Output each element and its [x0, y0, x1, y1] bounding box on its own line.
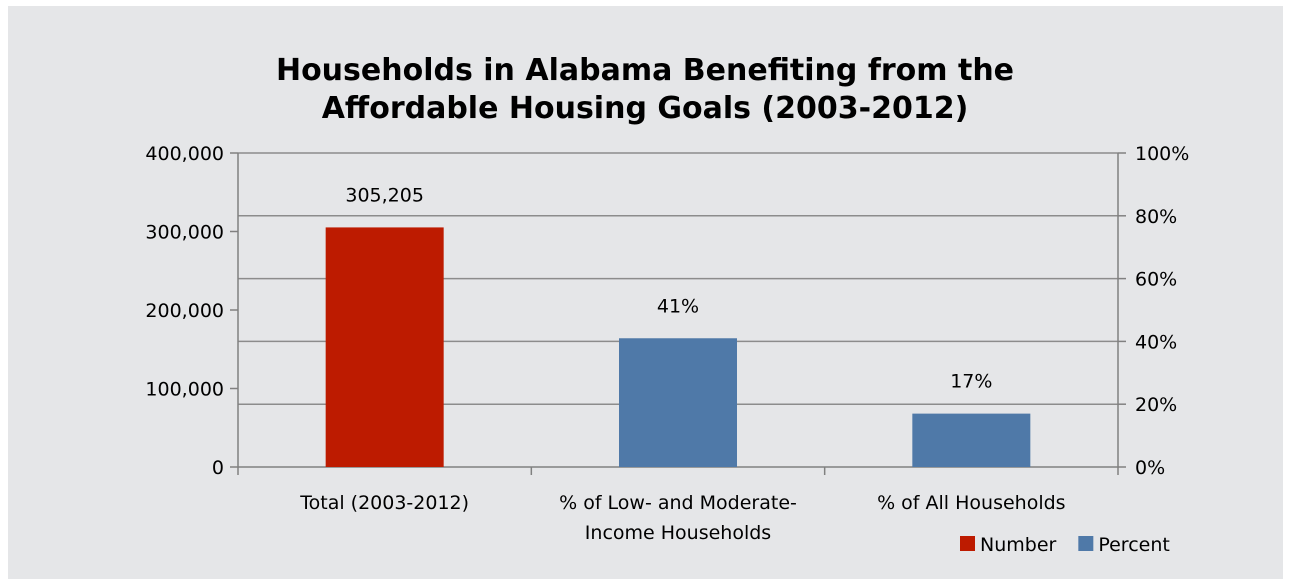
legend-swatch-percent [1078, 536, 1094, 551]
left-axis-tick-label: 0 [212, 457, 224, 479]
right-axis-tick-label: 80% [1135, 206, 1177, 228]
right-axis-tick-label: 40% [1135, 331, 1177, 353]
x-axis-category-label: Income Households [585, 522, 771, 544]
chart-title-line: Households in Alabama Benefiting from th… [276, 53, 1014, 88]
legend-label-number: Number [980, 534, 1057, 556]
left-axis-tick-label: 100,000 [145, 379, 224, 401]
right-axis-tick-label: 20% [1135, 394, 1177, 416]
bar-data-label: 305,205 [345, 184, 424, 206]
bar-data-label: 17% [950, 371, 992, 393]
legend-swatch-number [960, 536, 975, 551]
x-axis-category-label: % of All Households [877, 492, 1066, 514]
bar-number [325, 227, 444, 467]
left-axis-tick-label: 300,000 [145, 222, 224, 244]
left-axis-tick-label: 400,000 [145, 143, 224, 165]
right-axis-tick-label: 60% [1135, 269, 1177, 291]
chart-frame: Households in Alabama Benefiting from th… [8, 6, 1283, 579]
bar-data-label: 41% [657, 295, 699, 317]
bar-percent [912, 413, 1031, 467]
bar-percent [619, 338, 737, 467]
right-axis-tick-label: 0% [1135, 457, 1165, 479]
x-axis-category-label: Total (2003-2012) [299, 492, 469, 514]
left-axis-tick-label: 200,000 [145, 300, 224, 322]
legend-label-percent: Percent [1098, 534, 1170, 556]
chart-title-line: Affordable Housing Goals (2003-2012) [322, 91, 969, 126]
x-axis-category-label: % of Low- and Moderate- [559, 492, 797, 514]
bar-chart: Households in Alabama Benefiting from th… [145, 53, 1189, 556]
right-axis-tick-label: 100% [1135, 143, 1189, 165]
